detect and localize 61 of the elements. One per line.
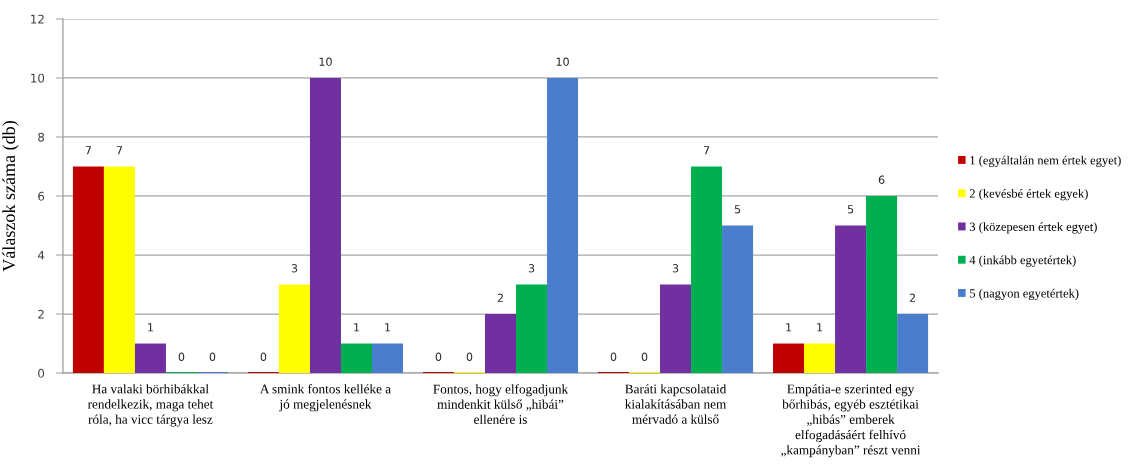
data-label: 5 — [734, 205, 741, 214]
bar — [722, 225, 754, 374]
legend-label: 3 (közepesen értek egyet) — [969, 222, 1097, 234]
bar — [309, 77, 341, 374]
data-label: 0 — [260, 352, 267, 361]
bar — [897, 314, 929, 374]
data-label: 1 — [817, 323, 823, 332]
data-label: 0 — [209, 352, 216, 361]
legend-label: 2 (kevésbé értek egyek) — [969, 188, 1088, 201]
legend-label: 5 (nagyon egyetértek) — [970, 288, 1079, 301]
bar — [804, 343, 836, 374]
bar — [340, 343, 372, 374]
bar — [134, 343, 166, 374]
y-tick-label: 0 — [38, 368, 45, 378]
x-tick-label: Fontos, hogy elfogadjunk mindenkit külső „hibái” ellenére is — [433, 384, 569, 424]
y-tick-label: 4 — [37, 250, 45, 260]
bar — [773, 343, 805, 374]
bar — [660, 284, 692, 374]
y-tick-label: 2 — [38, 309, 44, 319]
data-label: 5 — [847, 205, 854, 214]
data-label: 2 — [497, 293, 503, 302]
data-label: 7 — [116, 146, 123, 155]
bar — [547, 77, 579, 374]
y-tick-label: 12 — [31, 14, 44, 24]
bar — [103, 166, 135, 374]
bar — [484, 314, 517, 374]
data-label: 0 — [466, 352, 473, 361]
bar — [371, 343, 404, 374]
data-label: 3 — [291, 264, 298, 273]
data-label: 0 — [178, 352, 185, 361]
x-tick-label: A smink fontos kelléke a jó megjelenésnek — [260, 384, 391, 412]
x-tick-label: Ha valaki börhibákkal rendelkezik, maga tehet róla, ha vicc tárgya lesz — [87, 384, 214, 427]
bar — [691, 166, 723, 374]
data-label: 1 — [786, 323, 792, 332]
data-label: 0 — [610, 352, 617, 361]
y-axis-title: Válaszok száma (db) — [2, 121, 19, 272]
bar — [866, 196, 898, 374]
data-label: 7 — [703, 146, 710, 155]
y-tick-label: 10 — [31, 73, 45, 83]
data-label: 1 — [385, 323, 391, 332]
bar — [72, 166, 104, 374]
data-label: 10 — [556, 57, 569, 66]
bar — [835, 225, 867, 374]
x-tick-label: Empátia-e szerinted egy bőrhibás, egyéb esztétikai „hibás” emberek elfogadásáért felhívó „kampányban” részt venni — [781, 384, 921, 458]
y-tick-label: 6 — [38, 191, 45, 201]
data-label: 0 — [641, 352, 648, 361]
data-label: 6 — [878, 175, 885, 184]
bar — [278, 284, 310, 374]
data-label: 1 — [354, 323, 359, 332]
data-label: 3 — [672, 264, 679, 273]
data-label: 7 — [85, 146, 91, 155]
data-label: 1 — [148, 323, 153, 332]
data-label: 10 — [319, 57, 332, 66]
y-tick-label: 8 — [38, 132, 45, 142]
data-label: 0 — [435, 352, 442, 361]
data-label: 2 — [909, 293, 916, 302]
data-label: 3 — [528, 264, 535, 273]
bar — [516, 284, 548, 374]
x-tick-label: Baráti kapcsolataid kialakításában nem mérvadó a külső — [625, 384, 727, 424]
legend-label: 4 (inkább egyetértek) — [969, 255, 1076, 267]
legend-label: 1 (egyáltalán nem értek egyet) — [970, 155, 1121, 168]
